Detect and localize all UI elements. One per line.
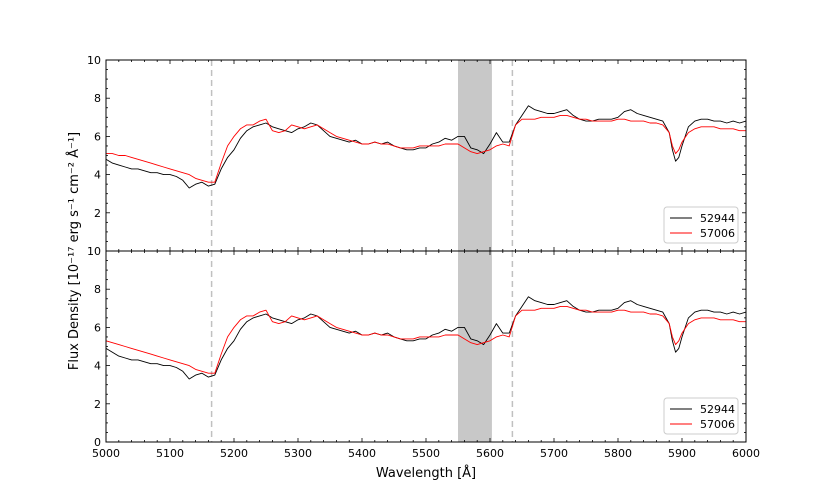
- top-panel-ytick-label: 4: [94, 169, 101, 182]
- bottom-panel-ytick-label: 4: [94, 360, 101, 373]
- top-panel-ytick-label: 10: [87, 54, 101, 67]
- bottom-panel: 0 2 4 6 8 10 5000 5100 5200 5300 5400 5500 5600 5700 5…: [87, 245, 760, 460]
- bottom-panel-xtick-label: 6000: [732, 447, 760, 460]
- top-panel: 2 4 6 8 10 52944 57006: [87, 54, 747, 252]
- top-panel-shaded-region: [458, 60, 492, 251]
- top-panel-series-52944: [105, 105, 747, 189]
- top-panel-legend-box: [663, 206, 739, 244]
- bottom-panel-xtick-label: 5400: [348, 447, 376, 460]
- top-panel-frame: [105, 59, 747, 252]
- top-panel-ytick-label: 6: [94, 130, 101, 143]
- bottom-panel-xtick-label: 5200: [220, 447, 248, 460]
- bottom-panel-xtick-label: 5900: [668, 447, 696, 460]
- top-panel-series-57006: [106, 114, 746, 183]
- bottom-panel-xtick-label: 5600: [476, 447, 504, 460]
- top-panel-ytick-label: 2: [94, 207, 101, 220]
- x-axis-label: Wavelength [Å]: [376, 465, 476, 481]
- top-panel-legend-label-57006: 57006: [700, 227, 735, 240]
- bottom-panel-series-52944: [105, 296, 747, 380]
- bottom-panel-legend-label-57006: 57006: [700, 418, 735, 431]
- bottom-panel-xtick-label: 5800: [604, 447, 632, 460]
- bottom-panel-legend: 52944 57006: [663, 397, 739, 435]
- top-panel-ytick-label: 8: [94, 92, 101, 105]
- bottom-panel-legend-box: [663, 397, 739, 435]
- top-panel-legend: 52944 57006: [663, 206, 739, 244]
- bottom-panel-xtick-label: 5700: [540, 447, 568, 460]
- bottom-panel-xtick-label: 5000: [92, 447, 120, 460]
- bottom-panel-xtick-label: 5100: [156, 447, 184, 460]
- bottom-panel-ytick-label: 0: [94, 436, 101, 449]
- bottom-panel-series-57006: [105, 305, 746, 374]
- bottom-panel-frame: [105, 250, 747, 443]
- bottom-panel-legend-label-52944: 52944: [700, 403, 735, 416]
- bottom-panel-ytick-label: 10: [87, 245, 101, 258]
- y-axis-label: Flux Density [10⁻¹⁷ erg s⁻¹ cm⁻² Å⁻¹]: [66, 132, 82, 370]
- bottom-panel-xtick-label: 5300: [284, 447, 312, 460]
- bottom-panel-xtick-label: 5500: [412, 447, 440, 460]
- bottom-panel-shaded-region: [458, 251, 492, 442]
- bottom-panel-ytick-label: 8: [94, 283, 101, 296]
- bottom-panel-ytick-label: 6: [94, 321, 101, 334]
- bottom-panel-ytick-label: 2: [94, 398, 101, 411]
- top-panel-legend-label-52944: 52944: [700, 212, 735, 225]
